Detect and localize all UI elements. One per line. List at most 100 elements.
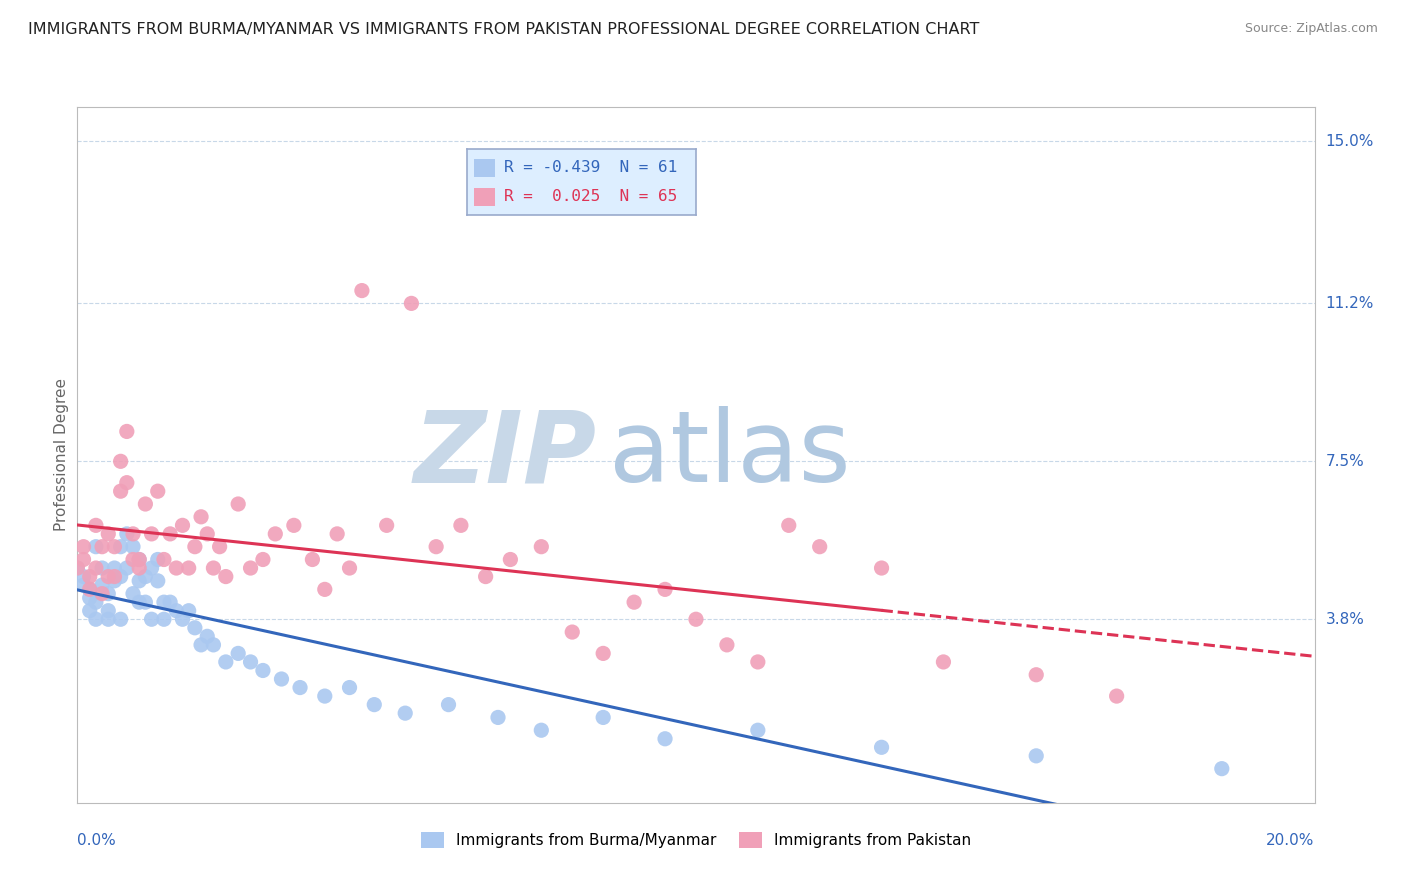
Point: [165, 561, 187, 575]
Point: [226, 497, 249, 511]
Point: [363, 698, 385, 712]
Bar: [474, 159, 495, 178]
Point: [177, 604, 200, 618]
Point: [394, 706, 416, 721]
Point: [122, 527, 145, 541]
Point: [530, 540, 553, 554]
Point: [339, 681, 361, 695]
Point: [401, 296, 423, 310]
Point: [486, 710, 509, 724]
Point: [72, 578, 94, 592]
Point: [270, 672, 292, 686]
Point: [153, 595, 176, 609]
Point: [128, 595, 150, 609]
Point: [195, 527, 218, 541]
Point: [314, 582, 336, 597]
Point: [375, 518, 398, 533]
Text: atlas: atlas: [609, 407, 851, 503]
Text: 11.2%: 11.2%: [1326, 296, 1374, 311]
Point: [66, 561, 89, 575]
Point: [146, 484, 169, 499]
Point: [252, 664, 274, 678]
Text: 7.5%: 7.5%: [1326, 454, 1364, 469]
Point: [239, 561, 262, 575]
Point: [314, 689, 336, 703]
Text: Source: ZipAtlas.com: Source: ZipAtlas.com: [1244, 22, 1378, 36]
Point: [97, 604, 120, 618]
Point: [252, 552, 274, 566]
Point: [184, 621, 207, 635]
Point: [474, 569, 496, 583]
Point: [685, 612, 707, 626]
Point: [84, 595, 107, 609]
Point: [91, 540, 114, 554]
Point: [932, 655, 955, 669]
Point: [747, 723, 769, 738]
Point: [1211, 762, 1233, 776]
Point: [91, 578, 114, 592]
Point: [654, 731, 676, 746]
Point: [146, 574, 169, 588]
Point: [350, 284, 373, 298]
Point: [623, 595, 645, 609]
Point: [172, 518, 194, 533]
Text: R = -0.439  N = 61: R = -0.439 N = 61: [503, 160, 676, 175]
Point: [128, 574, 150, 588]
Text: ZIP: ZIP: [413, 407, 598, 503]
Point: [654, 582, 676, 597]
Point: [97, 612, 120, 626]
Point: [716, 638, 738, 652]
Point: [202, 561, 225, 575]
Point: [79, 569, 101, 583]
Point: [91, 587, 114, 601]
Point: [134, 595, 156, 609]
Point: [115, 425, 138, 439]
Point: [84, 540, 107, 554]
Point: [190, 509, 212, 524]
Point: [153, 612, 176, 626]
Point: [110, 569, 132, 583]
Point: [172, 612, 194, 626]
Point: [103, 574, 125, 588]
Bar: [474, 188, 495, 206]
Point: [115, 527, 138, 541]
Point: [870, 561, 893, 575]
Point: [134, 569, 156, 583]
Point: [264, 527, 287, 541]
Point: [84, 612, 107, 626]
Point: [592, 647, 614, 661]
Point: [122, 540, 145, 554]
Legend: Immigrants from Burma/Myanmar, Immigrants from Pakistan: Immigrants from Burma/Myanmar, Immigrant…: [415, 826, 977, 855]
Point: [84, 561, 107, 575]
Point: [103, 561, 125, 575]
Point: [84, 518, 107, 533]
Point: [1105, 689, 1128, 703]
Point: [97, 569, 120, 583]
Point: [128, 552, 150, 566]
Point: [177, 561, 200, 575]
Point: [226, 647, 249, 661]
Point: [72, 540, 94, 554]
Point: [146, 552, 169, 566]
Point: [1025, 667, 1047, 681]
Point: [66, 561, 89, 575]
Point: [134, 497, 156, 511]
Y-axis label: Professional Degree: Professional Degree: [53, 378, 69, 532]
Point: [301, 552, 323, 566]
Point: [339, 561, 361, 575]
Point: [79, 591, 101, 605]
Point: [141, 561, 163, 575]
Point: [115, 475, 138, 490]
Point: [450, 518, 472, 533]
Point: [215, 569, 238, 583]
Text: 3.8%: 3.8%: [1326, 612, 1365, 627]
Text: R =  0.025  N = 65: R = 0.025 N = 65: [503, 189, 676, 204]
Point: [870, 740, 893, 755]
Text: 20.0%: 20.0%: [1267, 833, 1315, 848]
Point: [165, 604, 187, 618]
Point: [288, 681, 311, 695]
Point: [215, 655, 238, 669]
Point: [1025, 748, 1047, 763]
Point: [110, 540, 132, 554]
Point: [808, 540, 831, 554]
